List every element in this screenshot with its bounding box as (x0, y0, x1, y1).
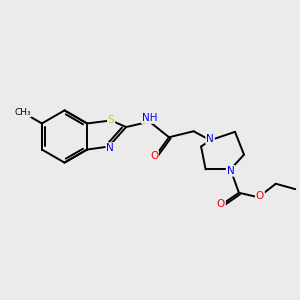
Text: O: O (217, 199, 225, 209)
Text: N: N (226, 166, 234, 176)
Text: S: S (108, 116, 114, 125)
Text: O: O (150, 151, 158, 161)
Text: N: N (106, 143, 114, 153)
Text: CH₃: CH₃ (14, 108, 31, 117)
Text: NH: NH (142, 113, 157, 123)
Text: N: N (206, 134, 214, 144)
Text: O: O (256, 191, 264, 201)
